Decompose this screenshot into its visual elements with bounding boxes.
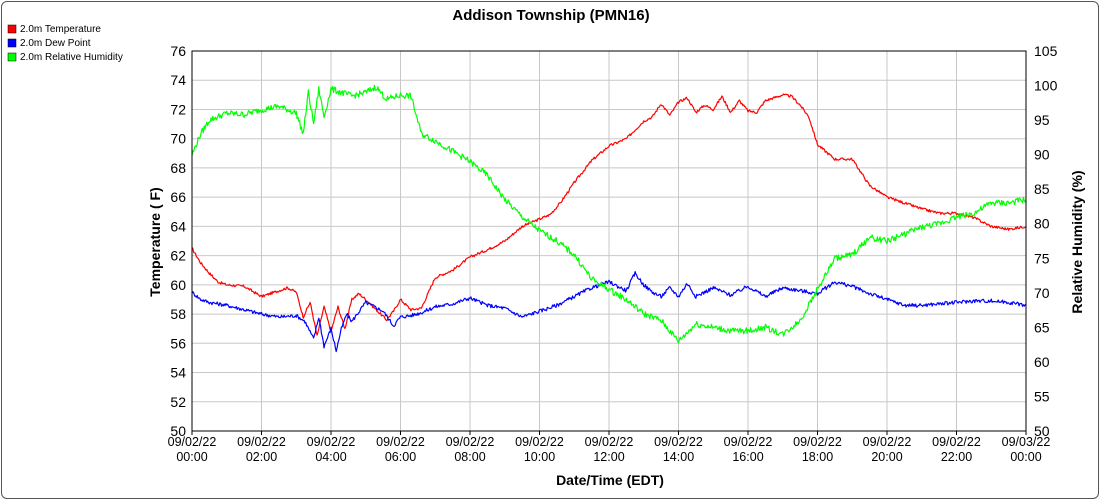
x-tick-time-label: 12:00: [593, 450, 624, 464]
x-tick-time-label: 10:00: [524, 450, 555, 464]
y-tick-right-label: 60: [1034, 354, 1050, 370]
series-layer: [191, 84, 1027, 353]
y-axis-label-right: Relative Humidity (%): [1069, 170, 1085, 313]
x-tick-time-label: 02:00: [246, 450, 277, 464]
x-tick-time-label: 04:00: [315, 450, 346, 464]
y-tick-right-label: 50: [1034, 423, 1050, 439]
y-tick-left-label: 50: [170, 423, 186, 439]
y-tick-left-label: 58: [170, 306, 186, 322]
y-tick-right-label: 75: [1034, 250, 1050, 266]
x-tick-date-label: 09/02/22: [307, 435, 356, 449]
y-tick-left-label: 68: [170, 160, 186, 176]
x-tick-time-label: 20:00: [871, 450, 902, 464]
y-tick-right-label: 85: [1034, 181, 1050, 197]
y-tick-left-label: 74: [170, 72, 186, 88]
x-axis-label: Date/Time (EDT): [556, 472, 664, 488]
x-tick-time-label: 08:00: [454, 450, 485, 464]
plot-area-border: [191, 50, 1027, 432]
x-tick-date-label: 09/02/22: [654, 435, 703, 449]
x-tick-time-label: 06:00: [385, 450, 416, 464]
x-tick-time-label: 00:00: [1010, 450, 1041, 464]
x-tick-date-label: 09/02/22: [515, 435, 564, 449]
x-tick-date-label: 09/02/22: [863, 435, 912, 449]
x-tick-date-label: 09/02/22: [237, 435, 286, 449]
y-tick-left-label: 60: [170, 277, 186, 293]
y-tick-left-label: 66: [170, 189, 186, 205]
x-tick-time-label: 22:00: [941, 450, 972, 464]
x-tick-time-label: 16:00: [732, 450, 763, 464]
y-tick-left-label: 54: [170, 365, 186, 381]
chart-title: Addison Township (PMN16): [452, 7, 649, 24]
x-tick-date-label: 09/02/22: [168, 435, 217, 449]
y-tick-right-label: 70: [1034, 285, 1050, 301]
y-tick-left-label: 72: [170, 101, 186, 117]
y-tick-left-label: 64: [170, 218, 186, 234]
legend: 2.0m Temperature 2.0m Dew Point 2.0m Relat…: [7, 24, 123, 63]
series-line-2-0m-dew-point: [191, 271, 1027, 353]
legend-swatch: [7, 24, 17, 34]
y-tick-left-label: 62: [170, 248, 186, 264]
x-tick-time-label: 18:00: [802, 450, 833, 464]
x-tick-date-label: 09/02/22: [585, 435, 634, 449]
x-tick-time-label: 14:00: [663, 450, 694, 464]
y-tick-right-label: 100: [1034, 78, 1058, 94]
y-tick-right-label: 55: [1034, 388, 1050, 404]
x-tick-date-label: 09/02/22: [793, 435, 842, 449]
x-tick-date-label: 09/02/22: [932, 435, 981, 449]
series-line-2-0m-relative-humidity: [191, 84, 1027, 344]
y-tick-left-label: 70: [170, 131, 186, 147]
y-tick-left-label: 52: [170, 394, 186, 410]
y-tick-left-label: 56: [170, 335, 186, 351]
x-tick-time-label: 00:00: [176, 450, 207, 464]
y-tick-right-label: 90: [1034, 147, 1050, 163]
x-tick-date-label: 09/03/22: [1002, 435, 1051, 449]
y-tick-right-label: 105: [1034, 43, 1058, 59]
legend-label: 2.0m Temperature: [20, 24, 101, 35]
grid-layer: [191, 50, 1027, 432]
y-tick-right-label: 65: [1034, 319, 1050, 335]
legend-swatch: [7, 38, 17, 48]
legend-label: 2.0m Dew Point: [20, 38, 91, 49]
x-tick-date-label: 09/02/22: [446, 435, 495, 449]
y-tick-left-label: 76: [170, 43, 186, 59]
y-tick-right-label: 95: [1034, 112, 1050, 128]
legend-swatch: [7, 52, 17, 62]
x-tick-date-label: 09/02/22: [376, 435, 425, 449]
y-axis-label-left: Temperature ( F): [147, 187, 163, 296]
x-tick-date-label: 09/02/22: [724, 435, 773, 449]
y-tick-right-label: 80: [1034, 216, 1050, 232]
axis-layer: 50 52 54 56 58 60 62 64 66 68 70 72 74 76 50 55 60 65 70 75…: [168, 43, 1058, 464]
legend-label: 2.0m Relative Humidity: [20, 52, 123, 63]
